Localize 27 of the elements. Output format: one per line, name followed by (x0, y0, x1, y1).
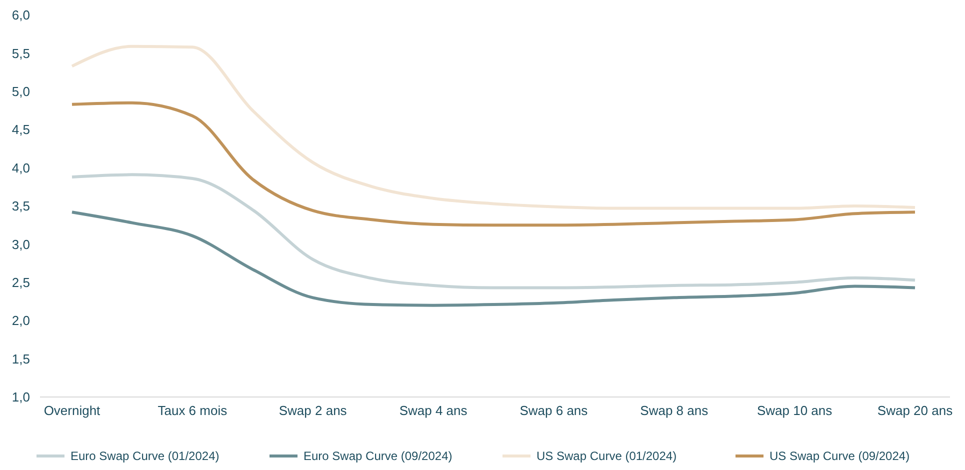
line-series (70, 173, 916, 290)
y-tick-label: 2,5 (12, 274, 30, 290)
legend-label: US Swap Curve (09/2024) (770, 449, 910, 463)
legend-label: US Swap Curve (01/2024) (536, 449, 677, 463)
y-tick-label: 2,0 (12, 313, 30, 328)
x-tick-label: Swap 4 ans (399, 403, 468, 418)
line-series (70, 44, 916, 210)
x-tick-label: Swap 10 ans (756, 403, 833, 418)
y-tick-label: 5,5 (12, 46, 30, 61)
x-tick-label: Swap 20 ans (877, 403, 954, 418)
x-tick-label: Swap 2 ans (278, 403, 348, 418)
line-series (70, 101, 916, 227)
y-tick-label: 1,5 (12, 351, 30, 366)
y-tick-label: 4,0 (12, 160, 30, 176)
y-tick-label: 4,5 (12, 122, 30, 138)
y-tick-label: 6,0 (12, 8, 30, 23)
x-tick-label: Swap 8 ans (640, 403, 709, 418)
line-series (70, 210, 916, 307)
y-tick-label: 5,0 (12, 84, 30, 99)
legend-label: Euro Swap Curve (01/2024) (70, 449, 220, 463)
y-tick-label: 1,0 (12, 390, 30, 405)
y-tick-label: 3,0 (12, 236, 30, 252)
x-tick-label: Taux 6 mois (158, 403, 228, 418)
x-tick-label: Overnight (44, 403, 101, 418)
legend-label: Euro Swap Curve (09/2024) (304, 449, 452, 463)
x-tick-label: Swap 6 ans (520, 403, 588, 418)
y-tick-label: 3,5 (12, 198, 30, 214)
